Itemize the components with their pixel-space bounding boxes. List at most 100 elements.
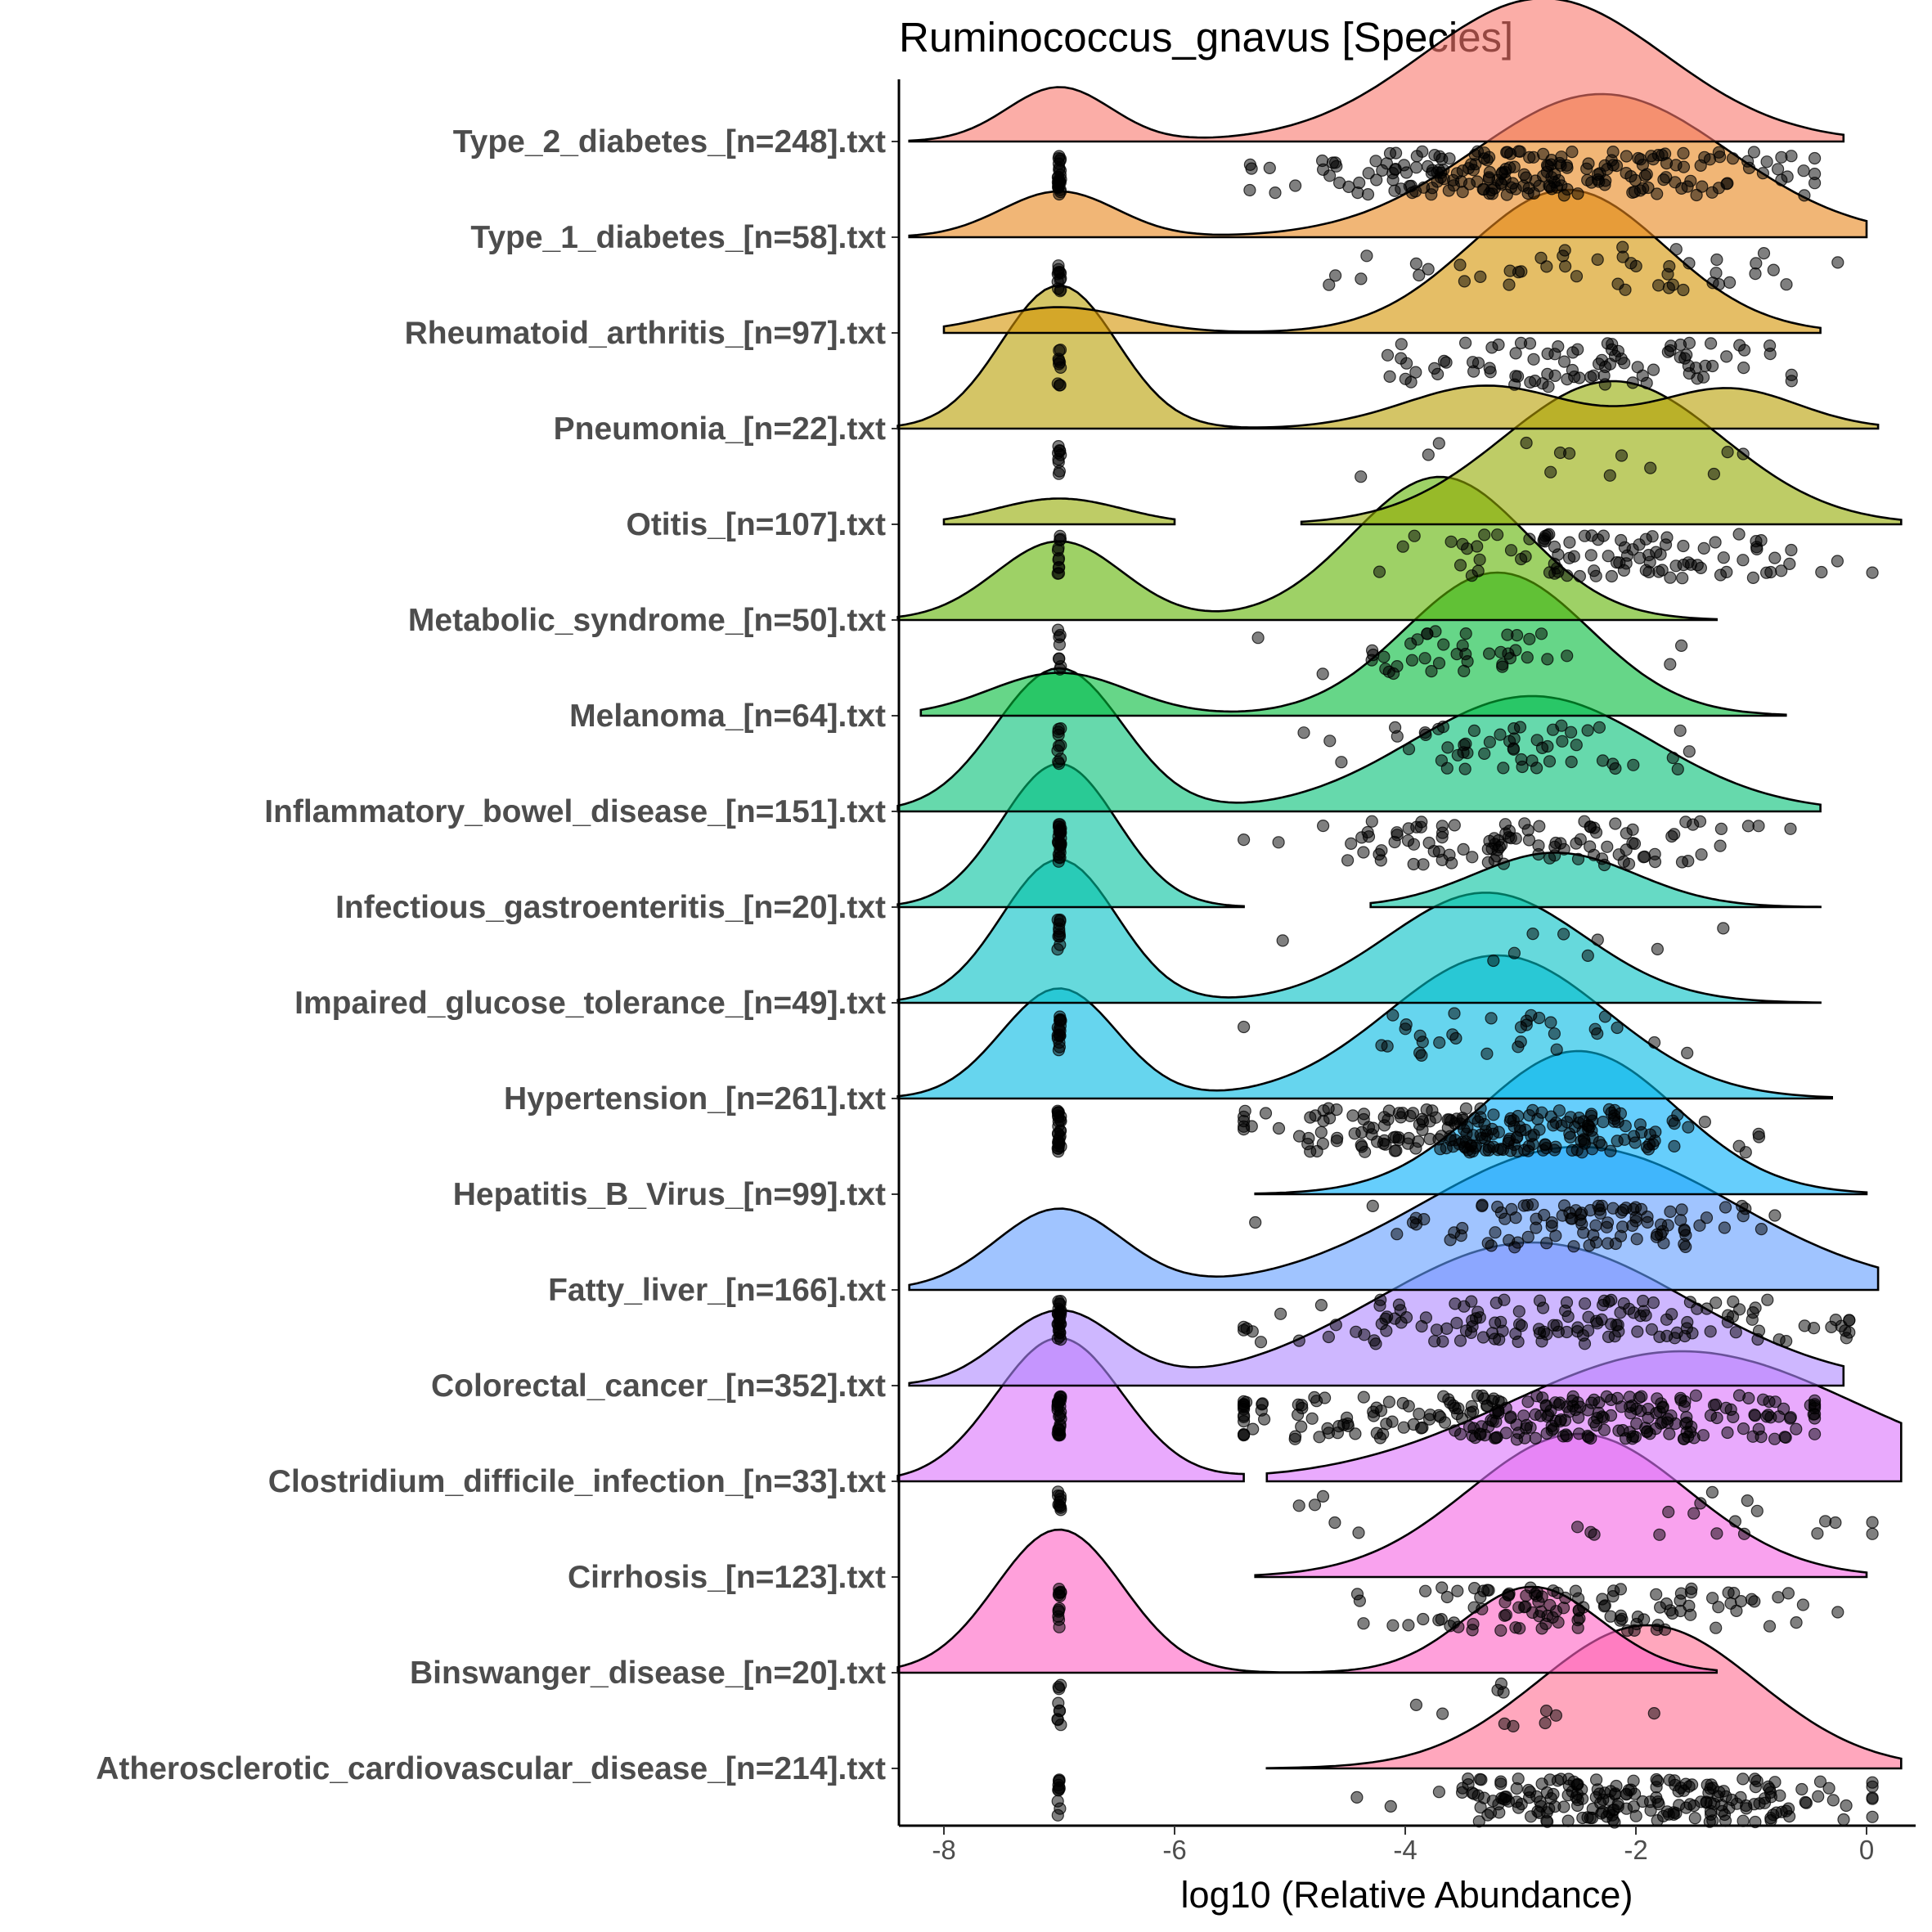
data-point [1663, 1427, 1676, 1440]
data-point [1750, 257, 1763, 270]
data-point [1521, 1395, 1534, 1409]
data-point [1544, 465, 1557, 479]
data-point [1514, 1035, 1527, 1049]
data-point [1529, 1431, 1543, 1445]
data-point [1510, 1433, 1524, 1446]
data-point [1276, 934, 1289, 947]
data-point [1584, 371, 1597, 384]
data-point [1404, 637, 1418, 650]
data-point [1790, 1422, 1803, 1436]
data-point [1602, 550, 1615, 563]
data-point [1721, 445, 1734, 459]
data-point [1473, 1772, 1487, 1786]
data-point [1259, 1107, 1273, 1120]
data-point [1391, 1228, 1404, 1241]
data-point [1656, 1416, 1669, 1429]
data-point [1386, 1415, 1399, 1428]
data-point [1473, 553, 1486, 566]
data-point [1328, 1516, 1341, 1530]
data-point [1485, 1239, 1498, 1252]
data-point [1729, 1326, 1742, 1339]
data-point [1357, 1108, 1371, 1121]
data-point [1437, 638, 1450, 651]
data-point [1669, 559, 1683, 573]
data-point [1551, 1586, 1564, 1600]
data-point [1422, 836, 1436, 850]
data-point [1705, 1485, 1719, 1499]
data-point [1589, 1773, 1603, 1786]
data-point [1483, 187, 1496, 200]
data-point [1316, 667, 1329, 681]
data-point [1466, 1320, 1479, 1333]
data-point [1764, 348, 1777, 361]
data-point [1328, 269, 1342, 282]
data-point [1377, 1427, 1390, 1440]
data-point [1457, 842, 1470, 856]
data-point [1570, 837, 1583, 850]
data-point [1507, 742, 1520, 755]
data-point [1410, 150, 1423, 163]
data-point [1566, 1143, 1579, 1157]
data-point [1323, 278, 1336, 291]
data-point [1335, 756, 1348, 769]
data-point [1400, 166, 1413, 179]
data-point [1533, 820, 1546, 833]
data-point [1480, 1047, 1494, 1060]
data-point [1811, 1527, 1824, 1540]
data-point [1593, 721, 1606, 734]
data-point [1521, 651, 1534, 664]
data-point [1687, 1507, 1701, 1520]
data-point [1511, 1236, 1525, 1249]
data-point [1540, 260, 1553, 273]
data-point [1534, 1409, 1548, 1422]
data-point [1053, 1782, 1066, 1795]
data-point [1567, 1240, 1580, 1253]
data-point [1052, 456, 1065, 469]
data-point [1597, 1115, 1610, 1129]
data-point [1760, 155, 1773, 168]
data-point [1436, 830, 1449, 844]
data-point [1391, 730, 1404, 743]
data-point [1561, 649, 1574, 663]
data-point [1051, 1713, 1064, 1726]
data-point [1549, 1709, 1563, 1722]
data-point [1526, 927, 1539, 941]
data-point [1521, 824, 1534, 837]
data-point [1675, 639, 1688, 653]
data-point [1507, 1719, 1520, 1732]
data-point [1395, 338, 1408, 351]
data-point [1620, 1202, 1633, 1215]
data-point [1328, 156, 1342, 169]
data-point [1675, 856, 1689, 869]
data-point [1052, 855, 1065, 868]
data-point [1722, 1309, 1735, 1322]
y-tick-label: Impaired_glucose_tolerance_[n=49].txt [294, 986, 886, 1021]
data-point [1272, 1121, 1286, 1135]
data-point [1609, 817, 1622, 830]
data-point [1741, 1494, 1754, 1507]
data-point [1533, 1123, 1546, 1136]
data-point [1467, 1617, 1480, 1631]
data-point [1314, 1126, 1328, 1139]
data-point [1777, 1402, 1790, 1415]
data-point [1463, 1146, 1476, 1159]
data-point [1490, 1431, 1503, 1444]
data-point [1531, 1805, 1544, 1818]
data-point [1548, 1396, 1562, 1409]
data-point [1352, 1526, 1365, 1539]
data-point [1432, 657, 1446, 670]
data-point [1598, 1010, 1612, 1023]
data-point [1440, 1322, 1453, 1336]
data-point [1722, 1586, 1735, 1599]
data-point [1322, 1102, 1335, 1115]
data-point [1515, 753, 1528, 766]
data-point [1052, 175, 1066, 188]
data-point [1629, 1809, 1642, 1822]
data-point [1737, 1527, 1751, 1540]
data-point [1477, 1791, 1491, 1804]
data-point [1558, 260, 1572, 273]
data-point [1591, 1027, 1604, 1040]
data-point [1808, 1427, 1822, 1440]
data-point [1053, 443, 1067, 457]
data-point [1358, 1328, 1371, 1341]
